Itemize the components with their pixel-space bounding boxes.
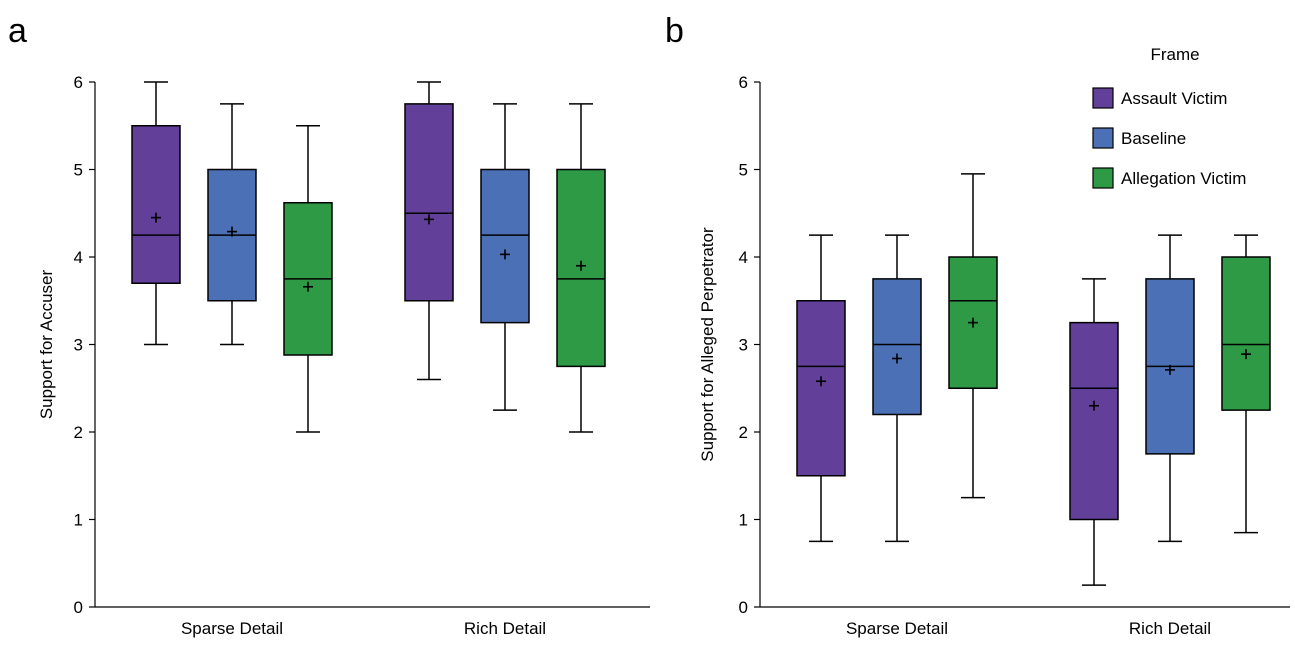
y-tick-label: 0: [739, 598, 748, 617]
box-allegation-victim-rich-detail: [1221, 234, 1271, 534]
legend-swatch: [1092, 167, 1114, 189]
box-allegation-victim-sparse-detail: [948, 173, 998, 499]
iqr-box: [796, 300, 846, 477]
x-tick-label: Rich Detail: [464, 619, 546, 638]
box-assault-victim-sparse-detail: [796, 234, 846, 543]
y-tick-label: 1: [74, 511, 83, 530]
legend-label: Baseline: [1121, 129, 1186, 148]
legend: Frame Assault Victim Baseline Allegation Vi…: [1092, 45, 1246, 189]
y-tick-label: 0: [74, 598, 83, 617]
y-tick-label: 3: [74, 336, 83, 355]
panel-label: b: [665, 12, 684, 50]
legend-swatch: [1092, 87, 1114, 109]
box-assault-victim-rich-detail: [1069, 278, 1119, 586]
y-tick-label: 6: [739, 73, 748, 92]
x-tick-label: Sparse Detail: [181, 619, 283, 638]
box-baseline-sparse-detail: [872, 234, 922, 543]
y-tick-label: 2: [74, 423, 83, 442]
box-baseline-sparse-detail: [207, 103, 257, 346]
iqr-box: [404, 103, 454, 302]
y-axis-label: Support for Alleged Perpetrator: [698, 227, 717, 462]
y-tick-label: 5: [74, 161, 83, 180]
iqr-box: [131, 125, 181, 284]
y-tick-label: 2: [739, 423, 748, 442]
box-assault-victim-sparse-detail: [131, 81, 181, 346]
x-tick-label: Sparse Detail: [846, 619, 948, 638]
box-assault-victim-rich-detail: [404, 81, 454, 381]
y-tick-label: 3: [739, 336, 748, 355]
box-baseline-rich-detail: [480, 103, 530, 411]
box-allegation-victim-sparse-detail: [283, 125, 333, 433]
y-axis-label: Support for Accuser: [37, 270, 56, 420]
legend-swatch: [1092, 127, 1114, 149]
chart-panel-b: b 0 1 2 3 4 5 6 Support for Alleged Perpetrator S…: [665, 12, 1290, 638]
iqr-box: [1069, 321, 1119, 521]
iqr-box: [480, 168, 530, 324]
box-baseline-rich-detail: [1145, 234, 1195, 543]
y-tick-label: 1: [739, 511, 748, 530]
iqr-box: [872, 278, 922, 416]
y-tick-label: 4: [739, 248, 748, 267]
panel-label: a: [8, 12, 27, 50]
y-tick-label: 6: [74, 73, 83, 92]
y-tick-label: 4: [74, 248, 83, 267]
legend-title: Frame: [1150, 45, 1199, 64]
chart-panel-a: a 0 1 2 3 4 5 6 Support for Accuser Sparse Detail…: [8, 12, 650, 638]
box-allegation-victim-rich-detail: [556, 103, 606, 433]
legend-label: Assault Victim: [1121, 89, 1227, 108]
legend-label: Allegation Victim: [1121, 169, 1246, 188]
iqr-box: [1221, 256, 1271, 411]
y-tick-label: 5: [739, 161, 748, 180]
x-tick-label: Rich Detail: [1129, 619, 1211, 638]
